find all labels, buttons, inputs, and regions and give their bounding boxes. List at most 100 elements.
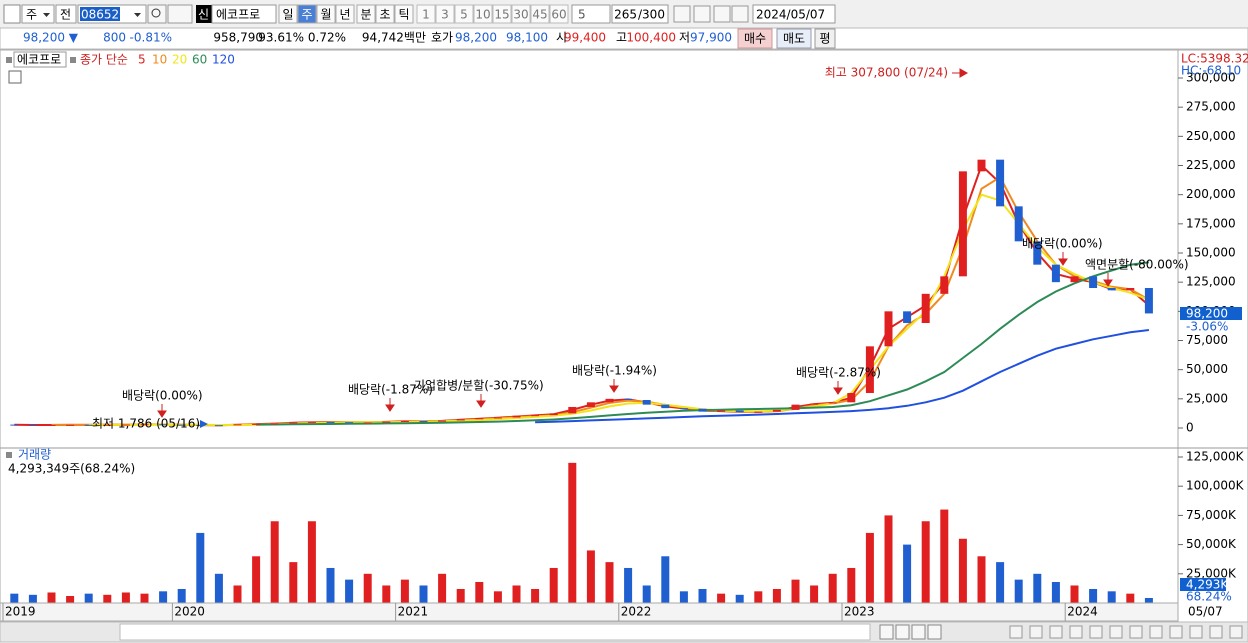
volume-bar (233, 585, 242, 603)
avg-button[interactable] (814, 28, 836, 49)
period-button[interactable] (394, 4, 414, 24)
search-button[interactable] (147, 4, 167, 24)
ask: 98,200 (455, 31, 497, 45)
interval-button[interactable] (454, 4, 474, 24)
volume-bar (1089, 588, 1098, 603)
symbol: 에코프로 (17, 53, 61, 67)
tool-icon[interactable] (1229, 625, 1243, 639)
annotation: 배당락(-2.87%) (796, 366, 881, 380)
tool-icon[interactable] (731, 5, 749, 23)
volume-bar (326, 567, 335, 603)
candle (84, 424, 93, 426)
tool-icon[interactable] (1209, 625, 1223, 639)
volume: 958,790 (213, 31, 263, 45)
period-label: 분 (360, 8, 371, 22)
tool-icon[interactable] (1009, 625, 1023, 639)
interval-button[interactable] (530, 4, 550, 24)
date-input[interactable] (752, 4, 836, 24)
volume-marker (1180, 578, 1226, 591)
tool-icon[interactable] (1149, 625, 1163, 639)
buy[interactable]: 매수 (744, 32, 766, 46)
period-button[interactable] (335, 4, 355, 24)
buy-button[interactable] (737, 28, 773, 49)
interval-button[interactable] (473, 4, 493, 24)
interval-label: 3 (441, 8, 449, 22)
period-button[interactable] (356, 4, 376, 24)
period-button[interactable] (316, 4, 336, 24)
tool-icon[interactable] (713, 5, 731, 23)
count-max: /300 (638, 8, 665, 22)
interval-button[interactable] (416, 4, 436, 24)
tool-icon[interactable] (693, 5, 711, 23)
interval-button[interactable] (492, 4, 512, 24)
volume-bar (307, 521, 316, 603)
candle (679, 408, 688, 410)
legend-icon (6, 57, 12, 63)
compare-button[interactable] (55, 4, 77, 24)
period-button[interactable] (375, 4, 395, 24)
tool-icon[interactable] (673, 5, 691, 23)
annotation-arrow (952, 68, 969, 78)
avg[interactable]: 평 (819, 32, 830, 46)
period-button[interactable] (297, 4, 317, 24)
interval-button[interactable] (435, 4, 455, 24)
volume-bar (996, 562, 1005, 603)
volume-bar (772, 588, 781, 603)
candle (121, 424, 130, 426)
x-tick-label: 2020 (174, 605, 205, 619)
nav-button[interactable] (911, 624, 926, 640)
interval-button[interactable] (549, 4, 569, 24)
volume-bar (363, 573, 372, 603)
annotation-arrow (1058, 252, 1068, 266)
volume-bar (214, 573, 223, 603)
candle (307, 421, 316, 423)
candle (456, 419, 465, 421)
candle (549, 413, 558, 416)
y-tick-label: 250,000 (1186, 129, 1236, 143)
tool-icon[interactable] (1089, 625, 1103, 639)
candle (438, 420, 447, 422)
y-tick-label: 175,000 (1186, 216, 1236, 230)
tool-icon[interactable] (1189, 625, 1203, 639)
count-input[interactable] (611, 4, 669, 24)
candle (586, 402, 595, 407)
menu-icon[interactable] (3, 4, 21, 24)
tool-icon[interactable] (1169, 625, 1183, 639)
period-button[interactable] (278, 4, 298, 24)
interval-input[interactable] (571, 4, 611, 24)
candle (1070, 276, 1079, 283)
scroll-thumb[interactable] (119, 623, 871, 641)
calendar-icon[interactable] (8, 70, 22, 84)
candle (419, 420, 428, 422)
change-rate: -0.81% (130, 31, 172, 45)
volume-bar (1070, 585, 1079, 603)
sound-button[interactable] (167, 4, 193, 24)
volume-bar (1107, 591, 1116, 603)
volume-bar (735, 594, 744, 603)
annotation: 액면분할(-80.00%) (1085, 258, 1189, 272)
tool-icon[interactable] (1109, 625, 1123, 639)
sell[interactable]: 매도 (783, 32, 805, 46)
candle (791, 404, 800, 410)
candle (252, 423, 261, 425)
candle (493, 417, 502, 419)
candle (531, 415, 540, 417)
volume-bar (958, 538, 967, 603)
open-label: 시 (556, 31, 567, 45)
nav-button[interactable] (879, 624, 894, 640)
interval-button[interactable] (511, 4, 531, 24)
nav-button[interactable] (927, 624, 942, 640)
legend-entry: 20 (172, 53, 187, 67)
tool-icon[interactable] (1069, 625, 1083, 639)
candle (270, 423, 279, 425)
tool-icon[interactable] (1029, 625, 1043, 639)
sell-button[interactable] (776, 28, 812, 49)
tool-icon[interactable] (1049, 625, 1063, 639)
volume-bar (400, 579, 409, 603)
nav-button[interactable] (895, 624, 910, 640)
legend-entry: 120 (212, 53, 235, 67)
tool-icon[interactable] (1129, 625, 1143, 639)
period-type-select[interactable] (21, 4, 55, 24)
interval-label: 10 (475, 8, 490, 22)
turnover: 0.72% (308, 31, 346, 45)
